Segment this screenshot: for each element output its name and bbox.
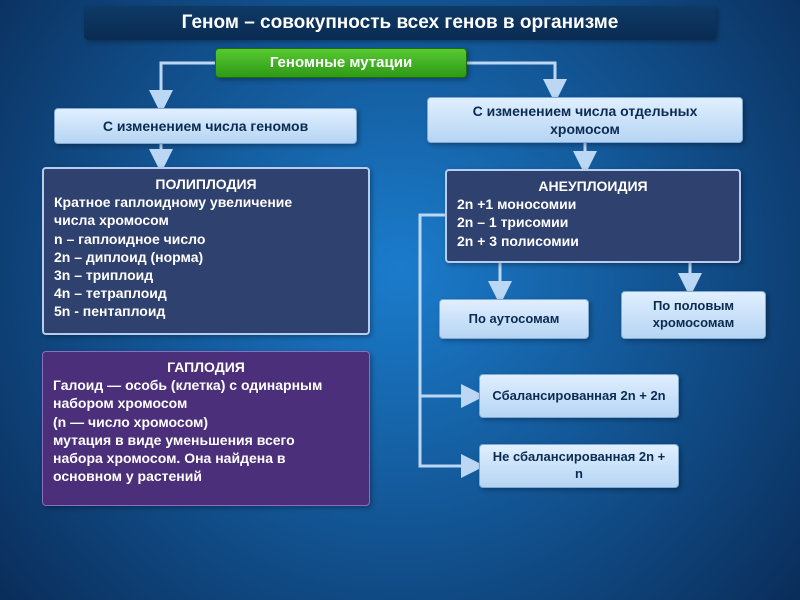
aneuploidy-title: АНЕУПЛОИДИЯ xyxy=(457,177,729,195)
left_branch-box: С изменением числа геномов xyxy=(54,108,357,144)
polyploidy-line-0: Кратное гаплоидному увеличение xyxy=(54,193,358,211)
aneuploidy-line-0: 2n +1 моносомии xyxy=(457,195,729,213)
title-text: Геном – совокупность всех генов в органи… xyxy=(182,11,619,36)
haplodia-line-4: набора хромосом. Она найдена в xyxy=(53,449,359,467)
haplodia-line-1: набором хромосом xyxy=(53,394,359,412)
connector-1 xyxy=(467,63,555,97)
right_branch-box: С изменением числа отдельных хромосом xyxy=(427,97,743,143)
haplodia-line-5: основном у растений xyxy=(53,467,359,485)
haplodia-line-0: Галоид — особь (клетка) с одинарным xyxy=(53,376,359,394)
aneuploidy-line-1: 2n – 1 трисомии xyxy=(457,213,729,231)
haplodia-line-2: (n — число хромосом) xyxy=(53,413,359,431)
sex_chrom-box: По половым хромосомам xyxy=(621,291,766,339)
connector-0 xyxy=(161,63,215,108)
haplodia-title: ГАПЛОДИЯ xyxy=(53,358,359,376)
polyploidy-line-1: числа хромосом xyxy=(54,211,358,229)
polyploidy-box: ПОЛИПЛОДИЯКратное гаплоидному увеличение… xyxy=(42,167,370,335)
polyploidy-line-2: n – гаплоидное число xyxy=(54,230,358,248)
balanced-text: Сбалансированная 2n + 2n xyxy=(492,388,665,405)
haplodia-line-3: мутация в виде уменьшения всего xyxy=(53,431,359,449)
right_branch-text: С изменением числа отдельных хромосом xyxy=(438,102,732,138)
aneuploidy-line-2: 2n + 3 полисомии xyxy=(457,232,729,250)
mutations-box: Геномные мутации xyxy=(215,48,467,78)
polyploidy-line-3: 2n – диплоид (норма) xyxy=(54,248,358,266)
balanced-box: Сбалансированная 2n + 2n xyxy=(479,374,679,418)
aneuploidy-box: АНЕУПЛОИДИЯ2n +1 моносомии2n – 1 трисоми… xyxy=(445,169,741,263)
sex_chrom-text: По половым хромосомам xyxy=(632,298,755,332)
autosome-text: По аутосомам xyxy=(469,311,560,328)
autosome-box: По аутосомам xyxy=(439,299,589,339)
unbalanced-box: Не сбалансированная 2n + n xyxy=(479,444,679,488)
title-box: Геном – совокупность всех генов в органи… xyxy=(84,6,716,40)
polyploidy-line-4: 3n – триплоид xyxy=(54,266,358,284)
left_branch-text: С изменением числа геномов xyxy=(103,117,308,135)
unbalanced-text: Не сбалансированная 2n + n xyxy=(490,449,668,483)
mutations-text: Геномные мутации xyxy=(270,53,412,73)
polyploidy-line-6: 5n - пентаплоид xyxy=(54,302,358,320)
connector-7 xyxy=(420,396,479,466)
haplodia-box: ГАПЛОДИЯГалоид — особь (клетка) с одинар… xyxy=(42,351,370,506)
diagram-canvas: Геном – совокупность всех генов в органи… xyxy=(0,0,800,600)
polyploidy-title: ПОЛИПЛОДИЯ xyxy=(54,175,358,193)
polyploidy-line-5: 4n – тетраплоид xyxy=(54,284,358,302)
